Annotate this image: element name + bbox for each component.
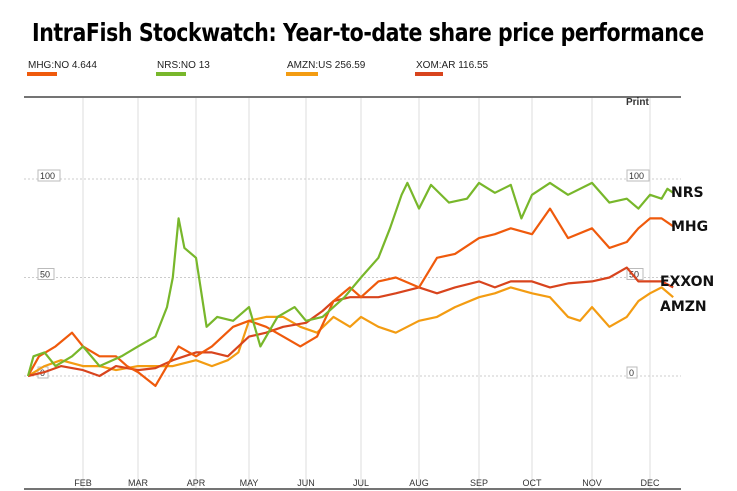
legend-ticker: MHG:NO bbox=[28, 60, 70, 71]
legend-swatch bbox=[415, 72, 443, 76]
x-tick-label: JUN bbox=[297, 478, 315, 488]
y-tick-label-left: 50 bbox=[40, 270, 50, 280]
print-button[interactable]: Print bbox=[626, 97, 649, 108]
y-tick-box bbox=[37, 169, 61, 182]
series-end-label-amzn: AMZN bbox=[660, 299, 707, 315]
legend-item-amzn[interactable]: AMZN:US 256.59 bbox=[286, 60, 366, 76]
x-tick-label: MAR bbox=[128, 478, 149, 488]
x-tick-label: SEP bbox=[470, 478, 488, 488]
legend-swatch bbox=[156, 72, 186, 76]
legend-item-mhg[interactable]: MHG:NO 4.644 bbox=[27, 60, 97, 76]
x-tick-label: JUL bbox=[353, 478, 369, 488]
legend-ticker: NRS:NO bbox=[157, 60, 196, 71]
series-line-mhg bbox=[27, 207, 674, 387]
legend-price: 256.59 bbox=[334, 60, 366, 71]
legend-item-nrs[interactable]: NRS:NO 13 bbox=[156, 60, 210, 76]
legend-ticker: AMZN:US bbox=[287, 60, 332, 71]
legend-swatch bbox=[27, 72, 57, 76]
legend-ticker: XOM:AR bbox=[416, 60, 456, 71]
x-tick-label: DEC bbox=[640, 478, 660, 488]
series-end-label-xom: EXXON bbox=[660, 274, 714, 290]
x-tick-label: APR bbox=[187, 478, 206, 488]
y-tick-label-right: 0 bbox=[629, 368, 634, 378]
series-end-label-nrs: NRS bbox=[671, 185, 704, 201]
legend-price: 116.55 bbox=[458, 60, 489, 71]
y-tick-box bbox=[37, 268, 55, 280]
x-tick-label: AUG bbox=[409, 478, 429, 488]
x-tick-label: NOV bbox=[582, 478, 602, 488]
y-tick-box bbox=[626, 268, 644, 280]
series-line-amzn bbox=[27, 286, 674, 377]
x-tick-label: MAY bbox=[240, 478, 259, 488]
x-tick-label: OCT bbox=[523, 478, 543, 488]
legend-item-xom[interactable]: XOM:AR 116.55 bbox=[415, 60, 489, 76]
legend-price: 13 bbox=[198, 60, 210, 71]
y-tick-label-left: 100 bbox=[40, 171, 55, 181]
chart-title: IntraFish Stockwatch: Year-to-date share… bbox=[32, 18, 704, 47]
legend-swatch bbox=[286, 72, 318, 76]
x-tick-label: FEB bbox=[74, 478, 92, 488]
series-end-label-mhg: MHG bbox=[671, 219, 708, 235]
y-tick-box bbox=[626, 366, 638, 379]
series-line-xom bbox=[27, 266, 674, 378]
legend-price: 4.644 bbox=[71, 60, 97, 71]
series-line-nrs bbox=[26, 181, 674, 377]
y-tick-label-right: 100 bbox=[629, 171, 644, 181]
y-tick-box bbox=[626, 169, 650, 182]
